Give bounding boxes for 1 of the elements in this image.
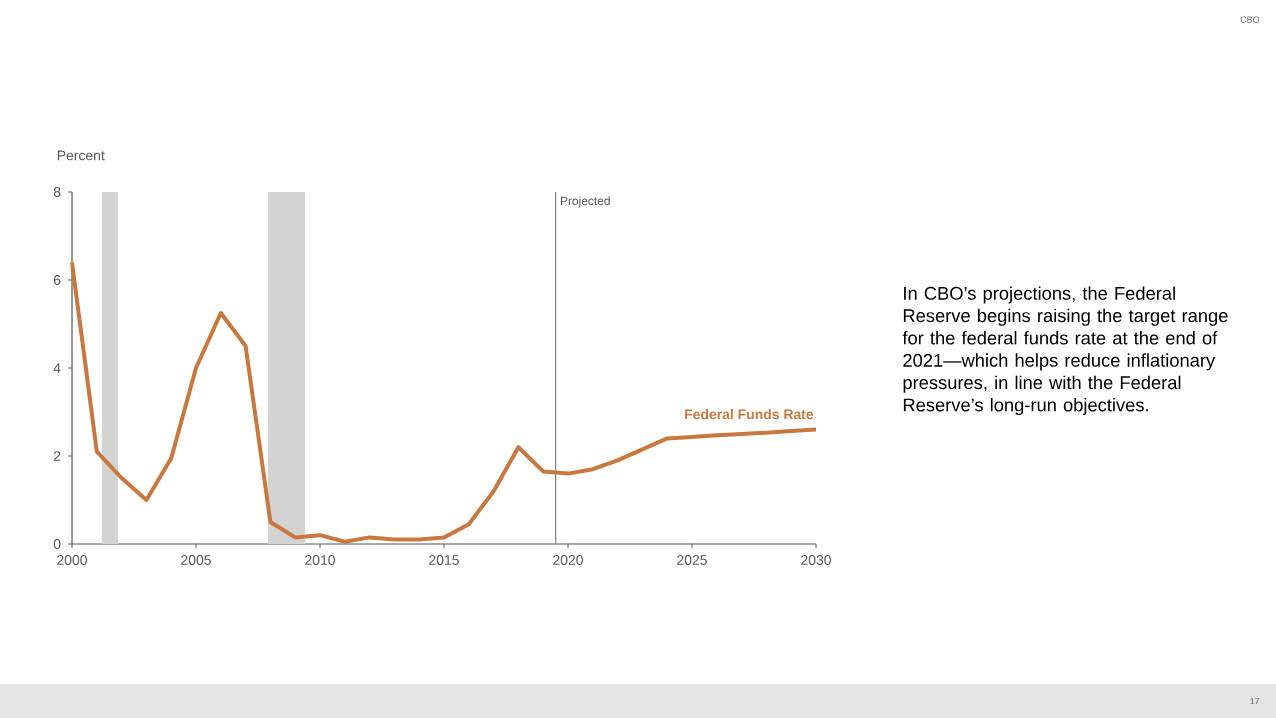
text: In CBO’s projections, the Federal Reserve begins raising the target range for the federal funds rate at the end of 2021—which helps reduce inflationary pressures, in line with the Federal Reserve’s long-run objectives. — [902, 286, 1228, 416]
